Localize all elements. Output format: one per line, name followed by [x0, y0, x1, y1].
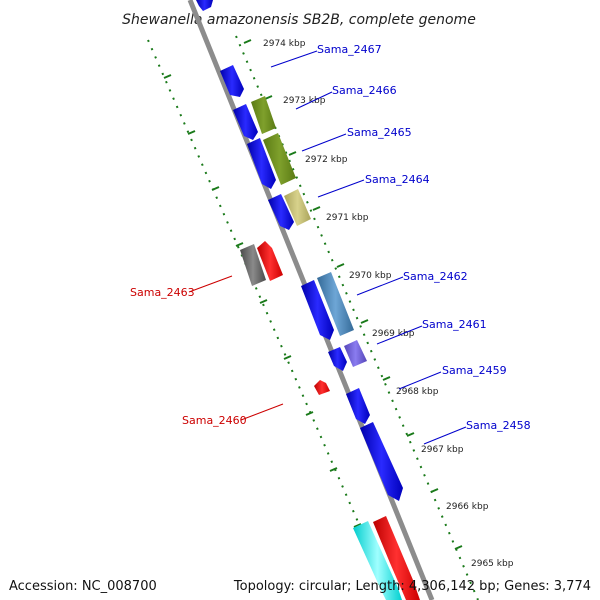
- feature-red-bottom[interactable]: [373, 516, 420, 600]
- feature-olive-2[interactable]: [263, 133, 296, 185]
- feature-steel[interactable]: [317, 272, 354, 336]
- genome-summary-text: Topology: circular; Length: 4,306,142 bp…: [233, 579, 591, 594]
- tick-label: 2974 kbp: [263, 39, 306, 49]
- gene-label-sama-2467[interactable]: Sama_2467: [317, 43, 382, 56]
- gene-label-sama-2461[interactable]: Sama_2461: [422, 318, 487, 331]
- gene-label-sama-2460[interactable]: Sama_2460: [182, 414, 247, 427]
- gene-arrow-sama-2462[interactable]: [301, 280, 334, 340]
- gene-labels: Sama_2467 Sama_2466 Sama_2465 Sama_2464 …: [130, 43, 531, 432]
- tick-label: 2968 kbp: [396, 387, 439, 397]
- tick-label: 2965 kbp: [471, 559, 514, 569]
- gene-arrow-sama-2465[interactable]: [247, 138, 276, 189]
- tick-marks: [243, 39, 463, 550]
- gene-label-sama-2465[interactable]: Sama_2465: [347, 126, 412, 139]
- tick-labels: 2974 kbp 2973 kbp 2972 kbp 2971 kbp 2970…: [263, 39, 514, 569]
- gene-label-sama-2464[interactable]: Sama_2464: [365, 173, 430, 186]
- tick-label: 2970 kbp: [349, 271, 392, 281]
- feature-gray[interactable]: [240, 244, 266, 286]
- tick-label: 2973 kbp: [283, 96, 326, 106]
- gene-label-sama-2459[interactable]: Sama_2459: [442, 364, 507, 377]
- outer-dotted-ring: [235, 35, 479, 600]
- gene-label-sama-2458[interactable]: Sama_2458: [466, 419, 531, 432]
- tick-label: 2969 kbp: [372, 329, 415, 339]
- gene-label-sama-2462[interactable]: Sama_2462: [403, 270, 468, 283]
- gene-arrow-sama-2467[interactable]: [220, 65, 244, 97]
- tick-label: 2971 kbp: [326, 213, 369, 223]
- gene-arrow-sama-2460[interactable]: [314, 380, 330, 395]
- feature-cyan-bottom[interactable]: [353, 521, 402, 600]
- gene-label-sama-2466[interactable]: Sama_2466: [332, 84, 397, 97]
- gene-arrow-sama-2464[interactable]: [268, 194, 294, 230]
- feature-khaki[interactable]: [284, 189, 311, 226]
- gene-label-sama-2463[interactable]: Sama_2463: [130, 286, 195, 299]
- map-title: Shewanella amazonensis SB2B, complete ge…: [122, 12, 476, 28]
- tick-label: 2966 kbp: [446, 502, 489, 512]
- tick-label: 2972 kbp: [305, 155, 348, 165]
- tick-label: 2967 kbp: [421, 445, 464, 455]
- gene-arrow-sama-2466[interactable]: [233, 104, 258, 140]
- feature-arrow-partial[interactable]: [196, 0, 213, 11]
- accession-text: Accession: NC_008700: [9, 579, 157, 594]
- gene-leader-lines: [188, 50, 467, 445]
- feature-slate[interactable]: [344, 340, 367, 367]
- gene-arrow-sama-2458[interactable]: [360, 422, 403, 501]
- gene-arrow-sama-2461[interactable]: [328, 347, 347, 371]
- gene-arrow-sama-2463[interactable]: [257, 241, 283, 281]
- feature-olive-1[interactable]: [251, 96, 276, 134]
- gene-arrow-sama-2459[interactable]: [346, 388, 370, 424]
